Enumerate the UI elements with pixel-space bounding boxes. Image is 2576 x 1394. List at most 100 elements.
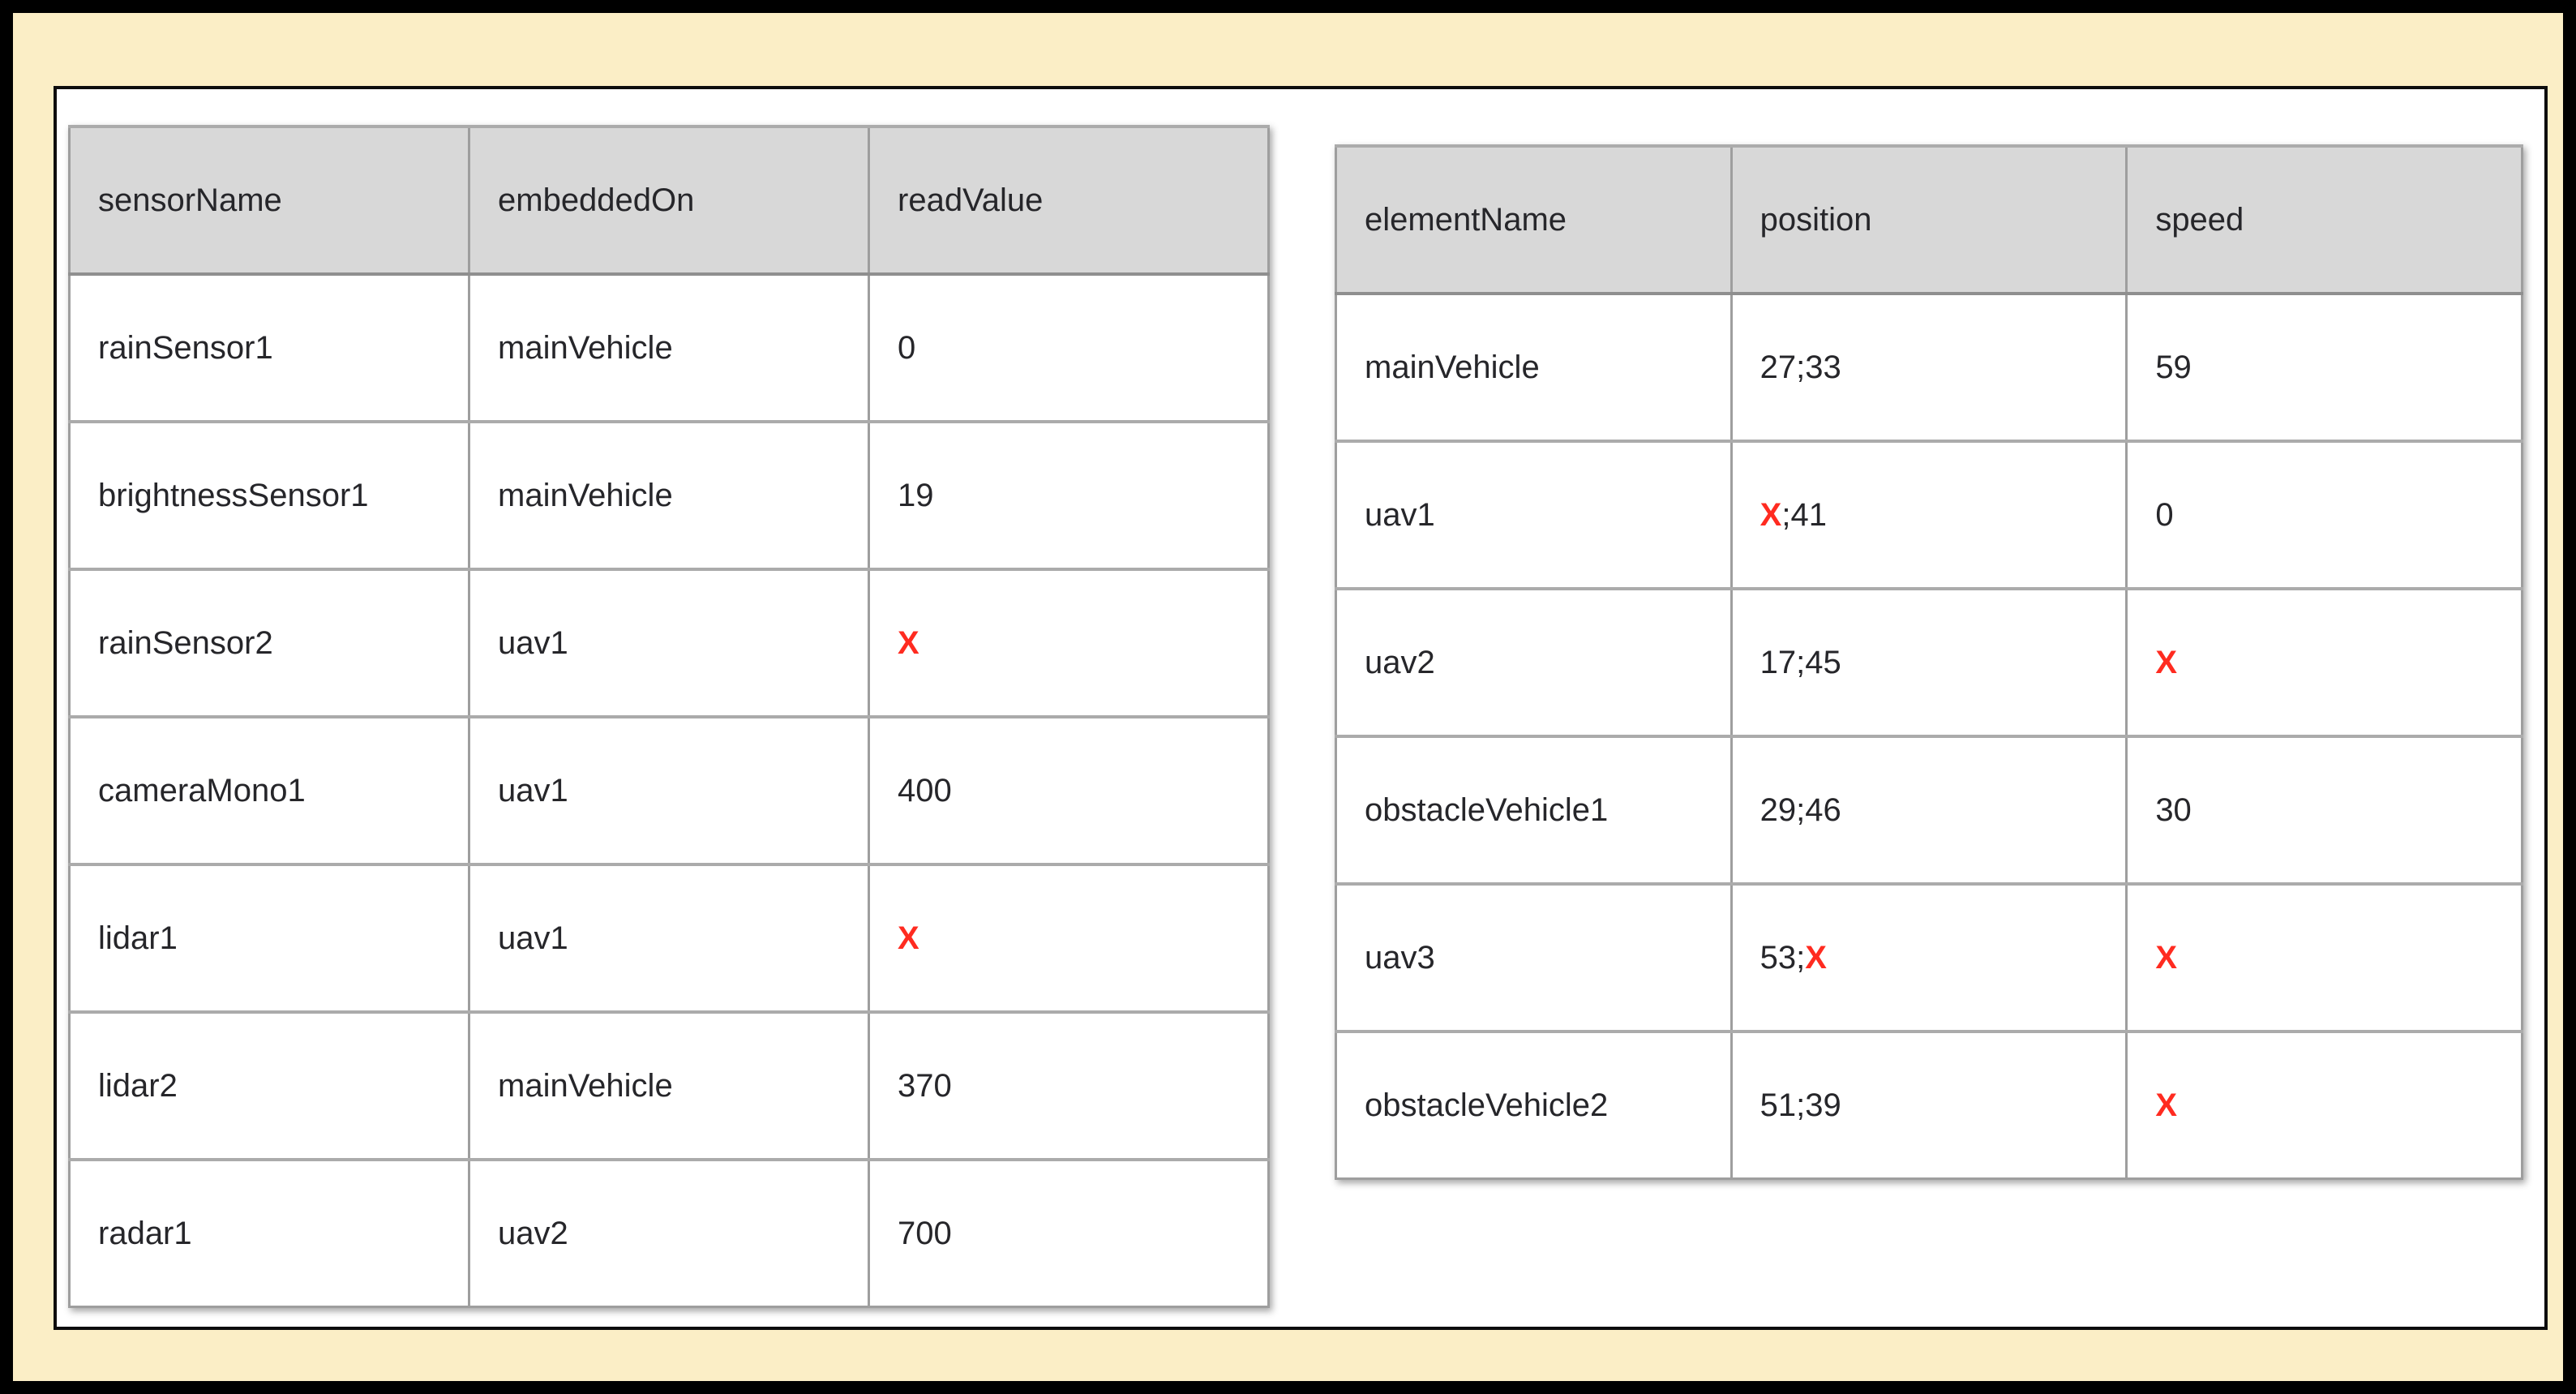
sensor-table: sensorName embeddedOn readValue rainSensor…: [68, 125, 1270, 1308]
cell-text: obstacleVehicle1: [1365, 791, 1609, 828]
table-row: lidar2 mainVehicle 370: [68, 1010, 1269, 1160]
cell-text: uav2: [1365, 644, 1435, 680]
cell-text: 370: [898, 1067, 952, 1104]
cell-text: 30: [2155, 791, 2192, 828]
table-cell: 400: [868, 715, 1269, 864]
cell-text: mainVehicle: [498, 329, 673, 366]
table-cell: 29;46: [1729, 735, 2127, 884]
table-cell: X: [2125, 587, 2522, 736]
cell-text: 0: [898, 329, 916, 366]
column-header-position: position: [1729, 144, 2127, 295]
table-cell: mainVehicle: [1335, 292, 1732, 441]
table-cell: mainVehicle: [468, 1010, 869, 1160]
table-cell: obstacleVehicle1: [1335, 735, 1732, 884]
cell-text: lidar2: [98, 1067, 178, 1104]
table-cell: rainSensor1: [68, 272, 469, 422]
table-row: rainSensor1 mainVehicle 0: [68, 272, 1269, 422]
table-cell: lidar1: [68, 863, 469, 1012]
cell-text: 400: [898, 772, 952, 809]
table-cell: obstacleVehicle2: [1335, 1030, 1732, 1179]
cell-text: uav3: [1365, 939, 1435, 976]
table-cell: cameraMono1: [68, 715, 469, 864]
table-cell: uav2: [468, 1158, 869, 1307]
table-cell: 19: [868, 420, 1269, 569]
table-cell: radar1: [68, 1158, 469, 1307]
table-cell: brightnessSensor1: [68, 420, 469, 569]
cell-text: 29;46: [1759, 791, 1841, 828]
missing-value-x: X: [898, 920, 919, 956]
table-cell: mainVehicle: [468, 272, 869, 422]
table-row: brightnessSensor1 mainVehicle 19: [68, 420, 1269, 569]
table-row: lidar1 uav1 X: [68, 863, 1269, 1012]
cell-text: radar1: [98, 1215, 192, 1251]
table-row: mainVehicle 27;33 59: [1335, 292, 2522, 441]
content-panel: sensorName embeddedOn readValue rainSensor…: [54, 86, 2548, 1330]
cell-text: 53;: [1759, 939, 1806, 976]
table-cell: 53;X: [1729, 882, 2127, 1032]
cell-text: uav1: [1365, 496, 1435, 533]
table-cell: mainVehicle: [468, 420, 869, 569]
table-cell: lidar2: [68, 1010, 469, 1160]
table-cell: 370: [868, 1010, 1269, 1160]
table-row: radar1 uav2 700: [68, 1158, 1269, 1307]
cell-text: uav1: [498, 624, 568, 661]
table-cell: 27;33: [1729, 292, 2127, 441]
cell-text: lidar1: [98, 920, 178, 956]
cell-text: rainSensor2: [98, 624, 273, 661]
table-cell: 59: [2125, 292, 2522, 441]
column-header-readValue: readValue: [868, 125, 1269, 276]
table-cell: uav1: [468, 568, 869, 717]
cell-text: uav2: [498, 1215, 568, 1251]
table-cell: 51;39: [1729, 1030, 2127, 1179]
missing-value-x: X: [2155, 939, 2177, 976]
missing-value-x: X: [1805, 939, 1827, 976]
table-row: rainSensor2 uav1 X: [68, 568, 1269, 717]
missing-value-x: X: [2155, 1087, 2177, 1123]
table-cell: 30: [2125, 735, 2522, 884]
table-row: cameraMono1 uav1 400: [68, 715, 1269, 864]
column-header-speed: speed: [2125, 144, 2522, 295]
table-row: uav2 17;45 X: [1335, 587, 2522, 736]
cell-text: 59: [2155, 349, 2192, 385]
cell-text: mainVehicle: [498, 1067, 673, 1104]
cell-text: 27;33: [1759, 349, 1841, 385]
table-cell: uav1: [468, 715, 869, 864]
table-cell: 700: [868, 1158, 1269, 1307]
missing-value-x: X: [1759, 496, 1782, 533]
cell-text: cameraMono1: [98, 772, 306, 809]
missing-value-x: X: [2155, 644, 2177, 680]
sensor-table-header-row: sensorName embeddedOn readValue: [68, 125, 1269, 276]
table-cell: 0: [868, 272, 1269, 422]
missing-value-x: X: [898, 624, 919, 661]
table-row: uav1 X;41 0: [1335, 440, 2522, 589]
cell-text: 0: [2155, 496, 2174, 533]
table-cell: uav2: [1335, 587, 1732, 736]
cell-text: ;41: [1781, 496, 1827, 533]
cell-text: 19: [898, 477, 934, 513]
cell-text: 700: [898, 1215, 952, 1251]
cell-text: mainVehicle: [498, 477, 673, 513]
cell-text: mainVehicle: [1365, 349, 1540, 385]
cell-text: uav1: [498, 920, 568, 956]
element-table: elementName position speed mainVehicle 27;3…: [1335, 144, 2523, 1180]
cell-text: brightnessSensor1: [98, 477, 369, 513]
column-header-embeddedOn: embeddedOn: [468, 125, 869, 276]
cell-text: obstacleVehicle2: [1365, 1087, 1609, 1123]
table-row: obstacleVehicle1 29;46 30: [1335, 735, 2522, 884]
table-cell: uav3: [1335, 882, 1732, 1032]
table-cell: uav1: [1335, 440, 1732, 589]
cell-text: 51;39: [1759, 1087, 1841, 1123]
table-cell: X: [2125, 882, 2522, 1032]
table-cell: uav1: [468, 863, 869, 1012]
table-row: obstacleVehicle2 51;39 X: [1335, 1030, 2522, 1179]
table-cell: X: [2125, 1030, 2522, 1179]
column-header-sensorName: sensorName: [68, 125, 469, 276]
table-row: uav3 53;X X: [1335, 882, 2522, 1032]
table-cell: rainSensor2: [68, 568, 469, 717]
table-cell: X: [868, 863, 1269, 1012]
cell-text: uav1: [498, 772, 568, 809]
element-table-header-row: elementName position speed: [1335, 144, 2522, 295]
sensor-table-body: rainSensor1 mainVehicle 0 brightnessSensor1…: [68, 272, 1269, 1307]
